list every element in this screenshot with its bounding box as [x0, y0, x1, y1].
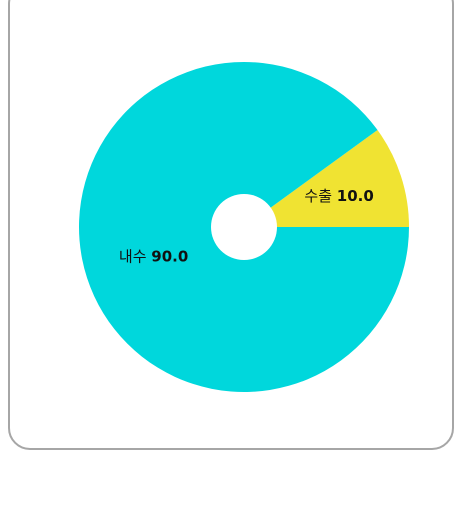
slice-label-domestic: 내수 90.0 [119, 247, 188, 265]
donut-hole [211, 194, 277, 260]
slice-label-domestic-name: 내수 [119, 247, 147, 265]
slice-label-export-name: 수출 [304, 187, 332, 205]
slice-label-export: 수출 10.0 [304, 187, 373, 205]
slice-label-domestic-value: 90.0 [151, 247, 188, 265]
slice-label-export-value: 10.0 [337, 187, 374, 205]
pie-slice-0 [244, 130, 409, 227]
